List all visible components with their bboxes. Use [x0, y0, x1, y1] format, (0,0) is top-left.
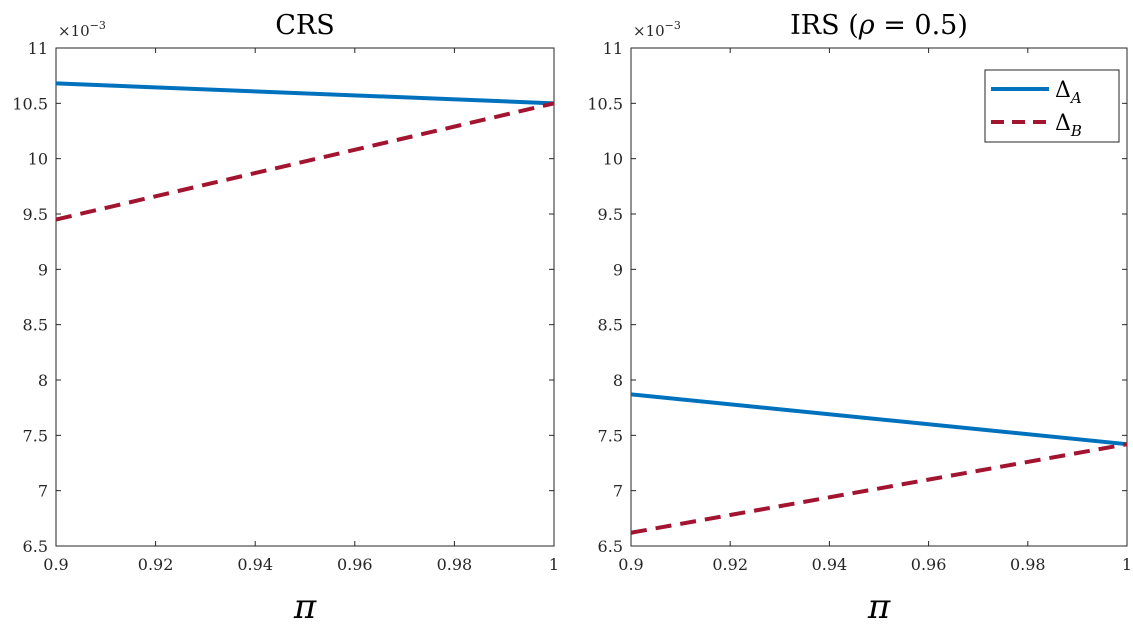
series-line-delta-a [630, 392, 1128, 447]
legend-label-delta-a: ΔA [1055, 78, 1082, 107]
x-tick-label: 0.9 [43, 555, 68, 574]
y-tick-label: 9.5 [23, 205, 48, 224]
chart-panel-2: 0.9 0.92 0.94 0.96 0.98 1 6.5 7 7.5 8 8.5 9 9.5 10 10.… [587, 10, 1132, 624]
y-tick-label: 9 [613, 260, 623, 279]
legend-label-delta-b: ΔB [1055, 111, 1082, 140]
y-tick-label: 9.5 [598, 205, 623, 224]
y-tick-label: 10.5 [12, 94, 48, 113]
chart-title: CRS [275, 10, 334, 41]
y-tick-label: 7 [38, 482, 48, 501]
series-line-delta-b [630, 442, 1128, 535]
series-line-delta-b [55, 101, 555, 222]
y-tick-label: 6.5 [23, 537, 48, 556]
x-tick-label: 0.94 [812, 555, 848, 574]
y-tick-label: 9 [38, 260, 48, 279]
y-tick-label: 7 [613, 482, 623, 501]
x-tick-label: 0.9 [618, 555, 643, 574]
y-tick-label: 7.5 [598, 426, 623, 445]
x-tick-label: 1 [549, 555, 559, 574]
y-tick-label: 8 [38, 371, 48, 390]
y-tick-label: 10 [28, 150, 48, 169]
y-tick-label: 8.5 [23, 316, 48, 335]
plot-area-frame [55, 47, 555, 547]
x-tick-label: 0.96 [911, 555, 947, 574]
x-axis-label: π [867, 587, 891, 624]
x-axis-label: π [293, 587, 317, 624]
y-tick-label: 10 [603, 150, 623, 169]
y-exponent-label: ×10−3 [633, 19, 681, 40]
x-tick-label: 0.92 [712, 555, 748, 574]
y-tick-label: 8.5 [598, 316, 623, 335]
x-tick-label: 0.98 [1010, 555, 1046, 574]
legend: ΔA ΔB [984, 69, 1120, 143]
y-tick-label: 8 [613, 371, 623, 390]
y-tick-label: 11 [28, 39, 48, 58]
plot-area-frame [630, 47, 1128, 547]
y-exponent-label: ×10−3 [58, 19, 106, 40]
chart-title: IRS (ρ = 0.5) [790, 10, 968, 41]
y-tick-label: 7.5 [23, 426, 48, 445]
y-tick-label: 6.5 [598, 537, 623, 556]
y-tick-label: 11 [603, 39, 623, 58]
x-tick-label: 0.92 [138, 555, 174, 574]
x-tick-label: 1 [1122, 555, 1132, 574]
series-line-delta-a [55, 81, 555, 106]
chart-panel-1: 0.9 0.92 0.94 0.96 0.98 1 6.5 7 7.5 8 8.5 9 9.5 10 10.… [12, 10, 559, 624]
y-tick-label: 10.5 [587, 94, 623, 113]
x-tick-label: 0.96 [337, 555, 373, 574]
x-tick-label: 0.94 [237, 555, 273, 574]
x-tick-label: 0.98 [437, 555, 473, 574]
legend-box [984, 69, 1120, 143]
